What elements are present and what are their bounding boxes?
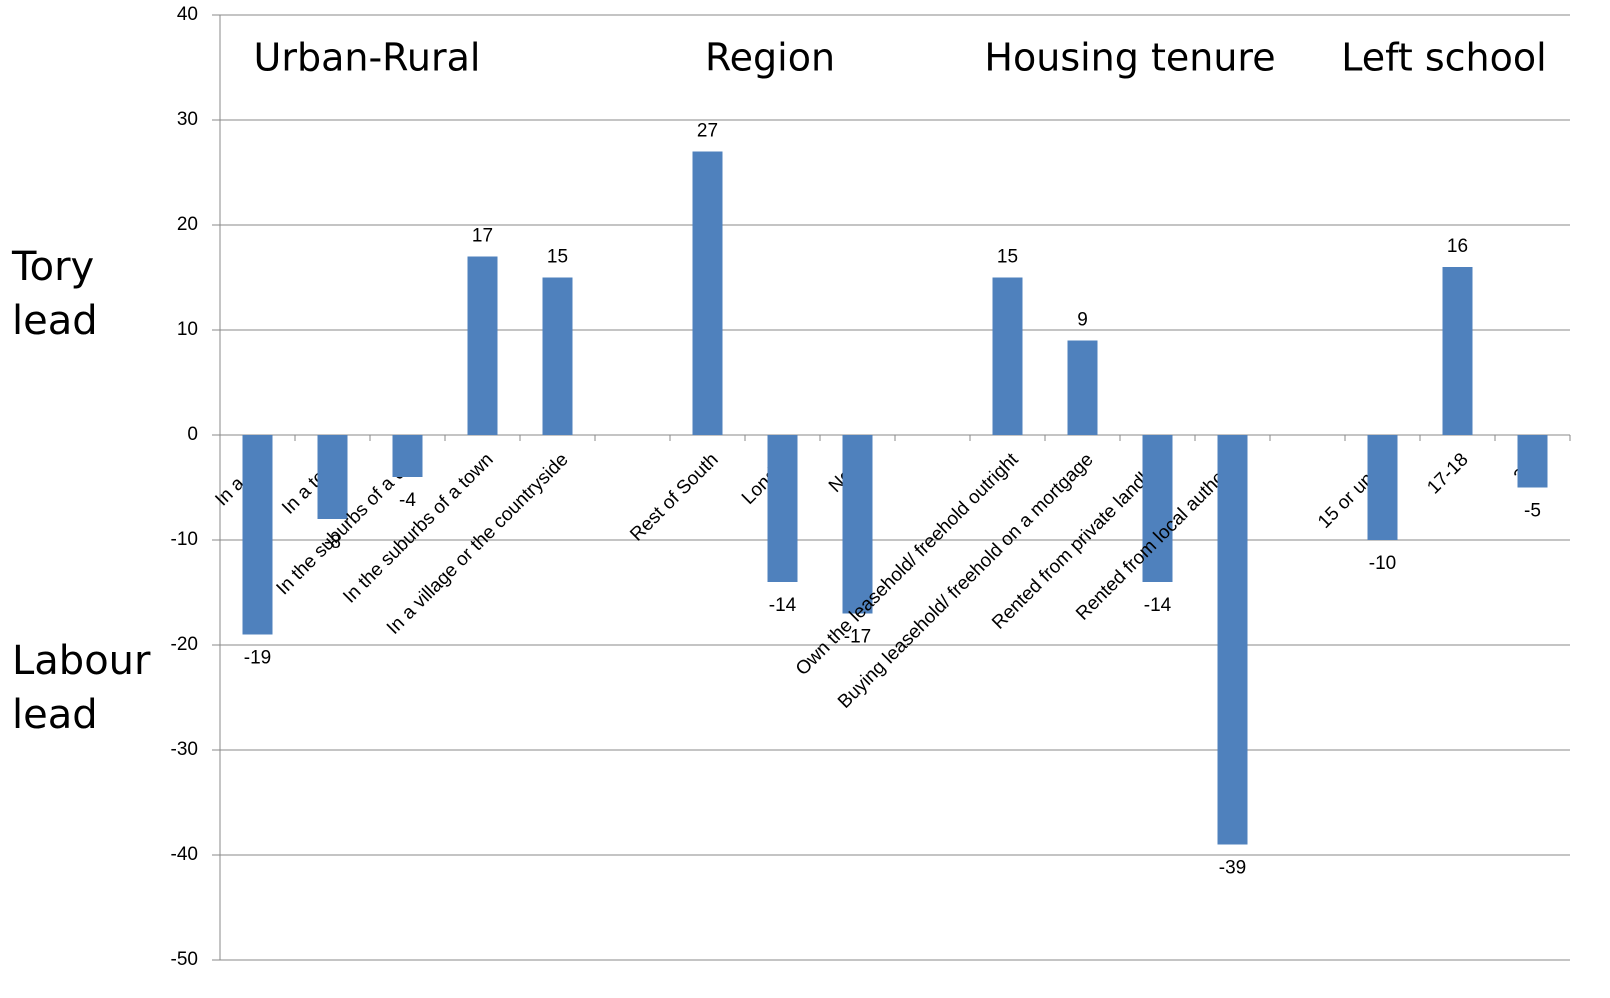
group-header: Urban-Rural: [254, 36, 481, 80]
value-label: -39: [1219, 858, 1246, 879]
x-tick-label: Buying leasehold/ freehold on a mortgage: [834, 449, 1098, 713]
y-tick-label: -20: [171, 634, 198, 655]
value-label: -14: [1144, 595, 1172, 616]
value-label: -19: [244, 648, 271, 669]
group-header: Left school: [1341, 36, 1546, 80]
bar: [992, 277, 1023, 435]
bar: [317, 435, 348, 519]
y-annotation: Tory lead: [12, 244, 98, 344]
value-label: 17: [472, 226, 493, 247]
value-label: 15: [547, 247, 568, 268]
value-label: -5: [1524, 501, 1541, 522]
value-label: -10: [1369, 553, 1396, 574]
y-annotation: Labour lead: [12, 638, 151, 738]
y-tick-label: 10: [177, 319, 198, 340]
bar: [392, 435, 423, 477]
bar: [1142, 435, 1173, 582]
value-label: 27: [697, 121, 718, 142]
y-tick-label: -50: [171, 949, 198, 970]
y-tick-label: 0: [187, 424, 198, 445]
y-tick-label: -30: [171, 739, 198, 760]
y-tick-label: 40: [177, 4, 198, 25]
value-label: 16: [1447, 236, 1468, 257]
x-tick-label: 17-18: [1423, 449, 1472, 498]
value-label: 15: [997, 247, 1018, 268]
y-tick-label: -10: [171, 529, 198, 550]
value-label: 9: [1077, 310, 1088, 331]
y-tick-label: 30: [177, 109, 198, 130]
bar: [842, 435, 873, 614]
group-header: Region: [705, 36, 835, 80]
y-tick-label: 20: [177, 214, 198, 235]
value-label: -4: [399, 490, 416, 511]
value-label: -8: [324, 532, 341, 553]
value-label: -17: [844, 627, 871, 648]
x-tick-label: Rest of South: [626, 449, 722, 545]
value-label: -14: [769, 595, 797, 616]
group-header: Housing tenure: [984, 36, 1275, 80]
y-tick-label: -40: [171, 844, 198, 865]
bar: [692, 151, 723, 435]
bar: [767, 435, 798, 582]
bar: [1067, 340, 1098, 435]
bar: [542, 277, 573, 435]
bar: [467, 256, 498, 435]
bar: [1217, 435, 1248, 845]
bar: [1367, 435, 1398, 540]
bar: [242, 435, 273, 635]
bar: [1442, 267, 1473, 435]
bar: [1517, 435, 1548, 488]
